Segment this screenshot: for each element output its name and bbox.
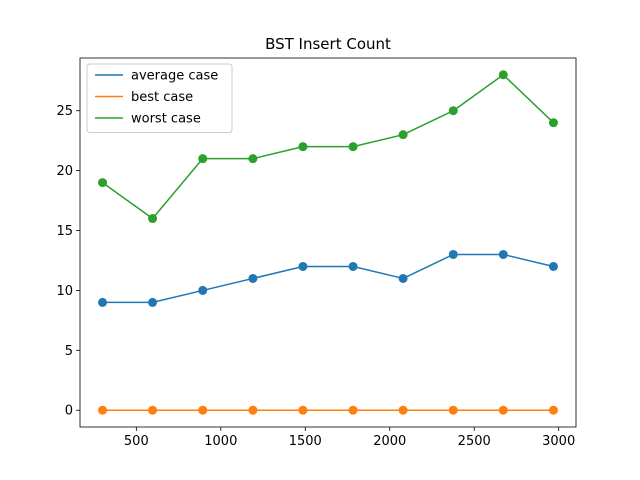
plot-area: 500 1000 1500 2000 2500 3000 0 5 10 15 20 25 [56,57,577,449]
series-line-2 [102,74,554,220]
data-point [298,405,308,415]
data-point [548,261,558,271]
data-point [98,297,108,307]
data-point [548,405,558,415]
data-point [98,405,108,415]
y-tick-label: 25 [56,104,73,119]
chart-title: BST Insert Count [265,35,391,53]
data-point [148,297,158,307]
data-point [198,405,208,415]
data-point [448,106,458,116]
data-point [548,118,558,128]
y-tick-label: 15 [56,224,73,239]
data-point [248,405,258,415]
legend-label: average case [131,69,218,84]
data-point [198,154,208,164]
x-tick-label: 2000 [373,434,406,449]
data-point [498,70,508,80]
data-point [348,405,358,415]
x-tick-label: 1500 [289,434,322,449]
data-point [448,249,458,259]
legend-label: best case [131,90,193,105]
x-tick-label: 2500 [458,434,491,449]
y-tick-label: 0 [65,404,73,419]
x-tick-label: 500 [124,434,149,449]
series-line-0 [102,253,554,304]
data-point [448,405,458,415]
x-tick-label: 3000 [542,434,575,449]
x-tick-label: 1000 [204,434,237,449]
data-point [398,273,408,283]
y-tick-label: 20 [56,164,73,179]
data-point [98,178,108,188]
data-point [398,405,408,415]
data-point [298,142,308,152]
data-point [148,214,158,224]
data-point [348,261,358,271]
legend-label: worst case [131,112,201,127]
data-point [298,261,308,271]
axes-frame [79,57,577,428]
data-point [398,130,408,140]
data-point [198,285,208,295]
data-point [248,273,258,283]
y-tick-label: 10 [56,284,73,299]
y-tick-label: 5 [65,344,73,359]
data-point [348,142,358,152]
legend: average case best case worst case [86,63,233,133]
data-point [498,249,508,259]
data-point [498,405,508,415]
data-point [248,154,258,164]
legend-box [86,63,233,133]
data-point [148,405,158,415]
